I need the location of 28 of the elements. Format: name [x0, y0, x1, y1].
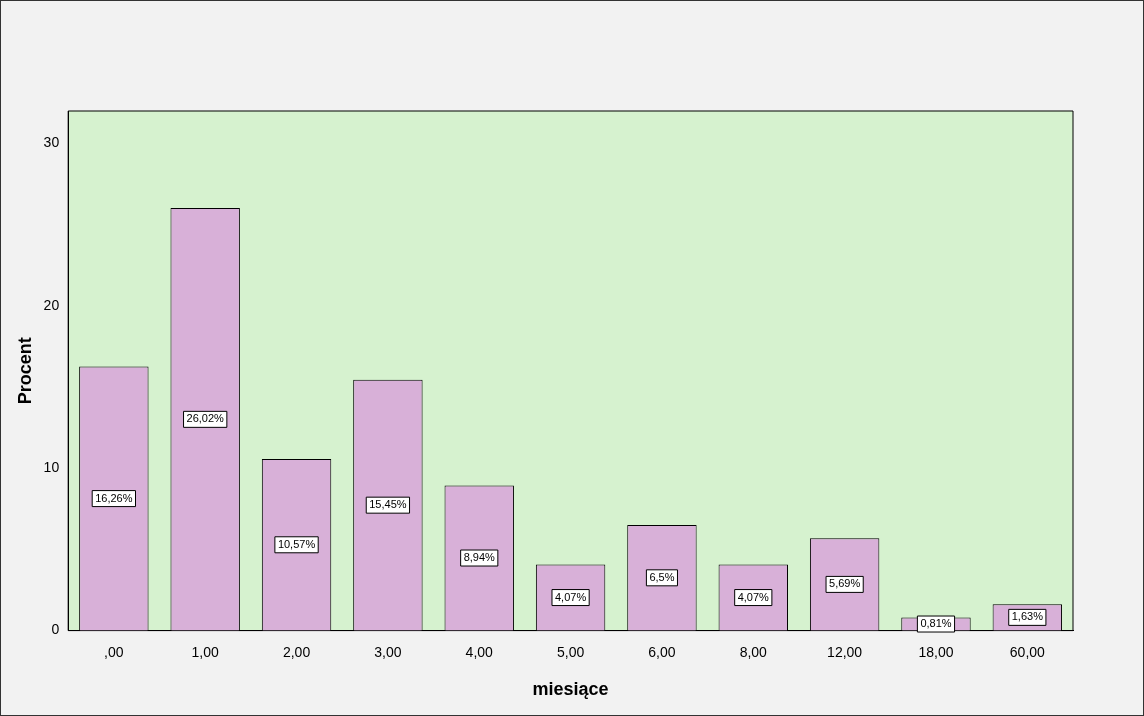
data-label: 5,69% [829, 577, 861, 590]
y-axis-title: Procent [14, 337, 35, 405]
data-label: 4,07% [737, 590, 770, 603]
data-label: 1,63% [1011, 610, 1044, 623]
x-tick-label: 6,00 [648, 643, 676, 660]
x-tick-label: 4,00 [465, 643, 494, 660]
y-tick-label: 20 [43, 296, 60, 313]
x-tick-label: 8,00 [739, 643, 768, 660]
y-tick-label: 30 [43, 134, 60, 151]
x-tick-label: 3,00 [374, 643, 402, 660]
x-tick-label: 12,00 [827, 643, 863, 660]
data-label: 26,02% [186, 412, 225, 425]
x-tick-label: 5,00 [556, 643, 585, 660]
data-label: 16,26% [95, 491, 133, 504]
data-label: 10,57% [277, 537, 316, 550]
y-tick-label: 0 [51, 621, 60, 638]
x-tick-label: ,00 [104, 643, 124, 660]
y-tick-label: 10 [43, 459, 60, 476]
data-label: 4,07% [554, 590, 587, 603]
x-axis-title: miesiące [532, 679, 609, 700]
data-label: 6,5% [649, 570, 675, 583]
data-label: 8,94% [463, 551, 496, 564]
data-label: 0,81% [920, 617, 952, 630]
x-tick-label: 2,00 [282, 643, 311, 660]
x-tick-label: 18,00 [918, 643, 954, 660]
x-tick-label: 60,00 [1009, 643, 1046, 660]
data-label: 15,45% [369, 498, 407, 511]
x-tick-label: 1,00 [191, 643, 220, 660]
